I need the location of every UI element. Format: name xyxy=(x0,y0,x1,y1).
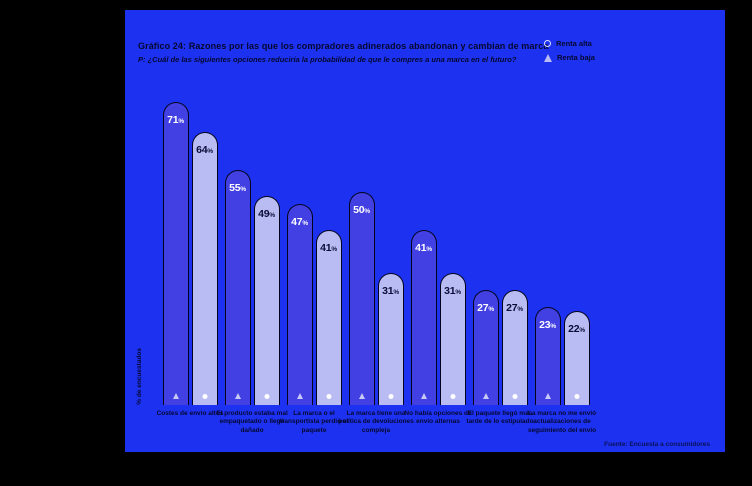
bar-value-label: 64% xyxy=(196,143,213,156)
category-label: El paquete llegó más tarde de lo estipul… xyxy=(466,410,534,426)
bar-value-label: 23% xyxy=(539,318,556,331)
legend-item-label: Renta baja xyxy=(557,53,595,62)
triangle-marker-icon xyxy=(234,393,241,399)
triangle-icon xyxy=(544,53,552,62)
bar-value-label: 47% xyxy=(291,216,308,229)
bar-renta-alta: 49% xyxy=(253,195,280,405)
bar-group: 47% 41% La marca o el transportista perd… xyxy=(280,85,348,434)
category-label: Costes de envío altos xyxy=(156,410,224,417)
bar-renta-alta: 31% xyxy=(439,272,466,405)
bar-value-label: 49% xyxy=(258,207,275,220)
source-note: Fuente: Encuesta a consumidores xyxy=(604,441,710,448)
legend: Renta alta Renta baja xyxy=(544,39,595,62)
bar-renta-baja: 47% xyxy=(286,204,313,405)
bar-value-label: 50% xyxy=(353,203,370,216)
category-label: No había opciones de envío alternas xyxy=(404,410,472,426)
bar-renta-baja: 50% xyxy=(348,191,375,405)
circle-marker-icon xyxy=(574,394,579,399)
circle-marker-icon xyxy=(202,394,207,399)
bar-group: 50% 31% La marca tiene una política de d… xyxy=(338,85,414,434)
y-axis-label: % de encuestados xyxy=(136,348,143,405)
legend-item-renta-alta: Renta alta xyxy=(544,39,595,48)
bar-renta-baja: 41% xyxy=(410,230,437,405)
triangle-marker-icon xyxy=(358,393,365,399)
legend-item-label: Renta alta xyxy=(556,39,592,48)
bar-renta-alta: 22% xyxy=(563,311,590,405)
circle-marker-icon xyxy=(326,394,331,399)
bar-value-label: 27% xyxy=(506,301,523,314)
circle-icon xyxy=(544,40,551,47)
triangle-marker-icon xyxy=(296,393,303,399)
bar-group: 71% 64% Costes de envío altos xyxy=(157,85,223,417)
bar-group: 41% 31% No había opciones de envío alter… xyxy=(404,85,472,425)
category-label: La marca o el transportista perdió el pa… xyxy=(279,410,349,434)
category-label: La marca tiene una política de devolucio… xyxy=(338,410,414,434)
bar-renta-alta: 31% xyxy=(377,272,404,405)
bar-value-label: 41% xyxy=(320,242,337,255)
circle-marker-icon xyxy=(388,394,393,399)
plot-area: 71% 64% Costes de envío altos 55% xyxy=(157,85,596,434)
bar-renta-baja: 55% xyxy=(224,170,251,405)
bar-renta-baja: 23% xyxy=(534,306,561,405)
category-label: La marca no me envió actualizaciones de … xyxy=(527,410,597,434)
circle-marker-icon xyxy=(450,394,455,399)
bar-value-label: 22% xyxy=(568,323,585,336)
chart-title: Gráfico 24: Razones por las que los comp… xyxy=(138,41,549,51)
chart-panel: Gráfico 24: Razones por las que los comp… xyxy=(125,10,725,452)
category-label: El producto estaba mal empaquetado o lle… xyxy=(216,410,288,434)
circle-marker-icon xyxy=(264,394,269,399)
triangle-marker-icon xyxy=(172,393,179,399)
bar-renta-alta: 27% xyxy=(501,289,528,405)
bar-renta-alta: 41% xyxy=(315,230,342,405)
bar-group: 23% 22% La marca no me envió actualizaci… xyxy=(528,85,596,434)
bar-value-label: 27% xyxy=(477,301,494,314)
bar-group: 55% 49% El producto estaba mal empaqueta… xyxy=(216,85,288,434)
circle-marker-icon xyxy=(512,394,517,399)
bar-value-label: 55% xyxy=(229,182,246,195)
bar-value-label: 31% xyxy=(382,284,399,297)
bar-value-label: 71% xyxy=(167,114,184,127)
triangle-marker-icon xyxy=(544,393,551,399)
legend-item-renta-baja: Renta baja xyxy=(544,53,595,62)
triangle-marker-icon xyxy=(420,393,427,399)
bar-renta-baja: 27% xyxy=(472,289,499,405)
bar-renta-baja: 71% xyxy=(162,102,189,405)
bar-renta-alta: 64% xyxy=(191,131,218,405)
triangle-marker-icon xyxy=(482,393,489,399)
bar-value-label: 41% xyxy=(415,242,432,255)
bar-group: 27% 27% El paquete llegó más tarde de lo… xyxy=(466,85,534,425)
bar-value-label: 31% xyxy=(444,284,461,297)
chart-subtitle: P: ¿Cuál de las siguientes opciones redu… xyxy=(138,55,517,64)
